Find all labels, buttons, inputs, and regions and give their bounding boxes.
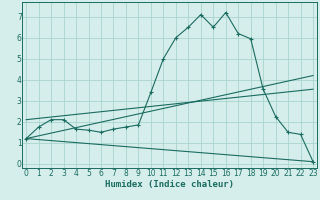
X-axis label: Humidex (Indice chaleur): Humidex (Indice chaleur)	[105, 180, 234, 189]
